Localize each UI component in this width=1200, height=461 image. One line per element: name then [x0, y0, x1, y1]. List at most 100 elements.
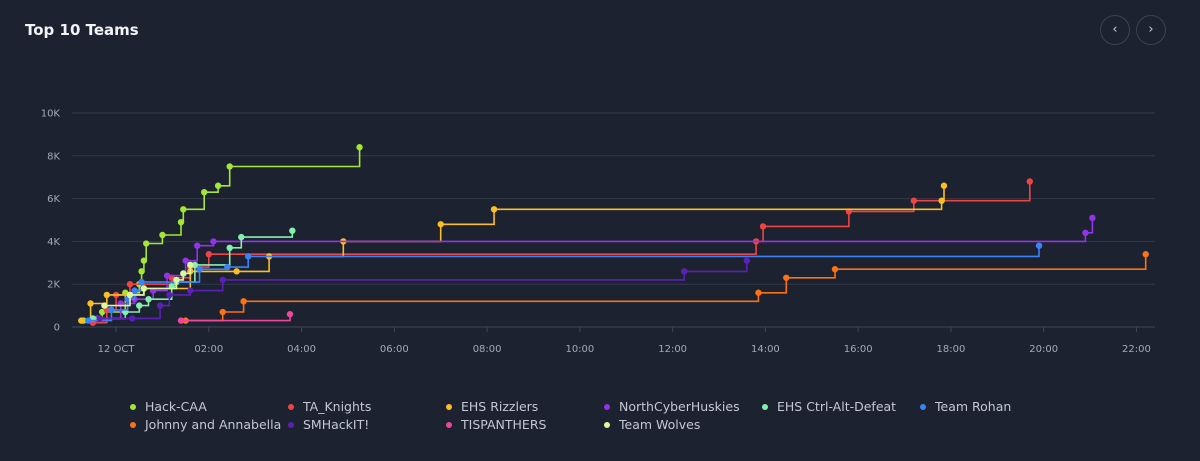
data-point[interactable]: [87, 300, 94, 307]
data-point[interactable]: [166, 291, 173, 299]
legend-label: Hack-CAA: [145, 399, 207, 414]
data-point[interactable]: [240, 298, 247, 305]
y-tick-label: 4K: [47, 237, 60, 248]
data-point[interactable]: [136, 302, 143, 309]
chevron-left-icon: ‹: [1112, 22, 1118, 37]
x-tick-label: 04:00: [287, 344, 316, 355]
grid-lines: [72, 112, 1155, 328]
panel-title: Top 10 Teams: [25, 21, 139, 39]
data-point[interactable]: [226, 244, 233, 252]
legend-item[interactable]: EHS Ctrl-Alt-Defeat: [762, 398, 920, 415]
data-point[interactable]: [219, 308, 226, 316]
data-point[interactable]: [159, 231, 166, 239]
x-tick-label: 18:00: [937, 344, 966, 355]
legend-swatch: [130, 421, 136, 428]
legend-item[interactable]: EHS Rizzlers: [446, 398, 604, 415]
data-point[interactable]: [219, 276, 226, 284]
data-point[interactable]: [187, 261, 194, 269]
data-point[interactable]: [177, 218, 185, 226]
series-ta-knights: [89, 178, 1033, 326]
data-point[interactable]: [196, 266, 203, 273]
data-point[interactable]: [1026, 178, 1033, 185]
data-point[interactable]: [490, 206, 498, 213]
data-point[interactable]: [194, 242, 201, 249]
series-line: [97, 217, 1094, 320]
legend-item[interactable]: TISPANTHERS: [446, 416, 604, 433]
legend-swatch: [920, 403, 926, 410]
legend-item[interactable]: Team Wolves: [604, 416, 762, 433]
data-point[interactable]: [96, 315, 104, 322]
data-point[interactable]: [173, 276, 180, 284]
x-tick-label: 12:00: [658, 344, 687, 355]
data-point[interactable]: [180, 206, 187, 213]
data-point[interactable]: [681, 268, 688, 275]
data-point[interactable]: [143, 240, 150, 247]
legend-label: SMHackIT!: [303, 417, 370, 432]
data-point[interactable]: [759, 223, 767, 230]
data-point[interactable]: [85, 317, 92, 324]
data-point[interactable]: [140, 285, 148, 292]
data-point[interactable]: [78, 317, 85, 324]
data-point[interactable]: [177, 317, 185, 324]
data-point[interactable]: [138, 268, 145, 275]
x-tick-label: 20:00: [1029, 344, 1058, 355]
data-point[interactable]: [138, 278, 145, 286]
series-hack-caa: [80, 144, 363, 324]
data-point[interactable]: [163, 272, 171, 279]
data-point[interactable]: [910, 197, 918, 204]
data-point[interactable]: [187, 287, 194, 294]
legend-item[interactable]: Team Rohan: [920, 398, 1078, 415]
data-point[interactable]: [224, 263, 231, 271]
legend-item[interactable]: TA_Knights: [288, 398, 446, 415]
previous-button[interactable]: ‹: [1100, 15, 1130, 45]
legend-item[interactable]: Johnny and Annabella: [130, 416, 288, 433]
data-point[interactable]: [1089, 214, 1096, 222]
next-button[interactable]: ›: [1136, 15, 1166, 45]
data-point[interactable]: [180, 270, 187, 277]
data-point[interactable]: [226, 163, 233, 170]
data-point[interactable]: [743, 257, 751, 264]
data-point[interactable]: [233, 268, 240, 275]
data-point[interactable]: [755, 289, 762, 296]
data-point[interactable]: [238, 233, 245, 241]
legend-item[interactable]: SMHackIT!: [288, 416, 446, 433]
legend-label: TA_Knights: [303, 399, 372, 414]
data-point[interactable]: [126, 281, 134, 288]
data-point[interactable]: [182, 257, 189, 264]
data-point[interactable]: [214, 182, 222, 189]
data-point[interactable]: [1082, 229, 1089, 237]
data-point[interactable]: [286, 310, 294, 318]
data-point[interactable]: [126, 291, 134, 299]
legend-swatch: [762, 403, 768, 410]
data-point[interactable]: [145, 295, 152, 303]
legend-label: Johnny and Annabella: [145, 417, 282, 432]
chevron-right-icon: ›: [1148, 22, 1154, 37]
data-point[interactable]: [1035, 242, 1043, 249]
data-point[interactable]: [831, 266, 839, 273]
data-point[interactable]: [191, 261, 199, 269]
data-point[interactable]: [1142, 251, 1149, 258]
legend-item[interactable]: Hack-CAA: [130, 398, 288, 415]
data-point[interactable]: [156, 302, 164, 309]
data-point[interactable]: [103, 291, 110, 299]
data-point[interactable]: [437, 221, 444, 228]
data-point[interactable]: [108, 306, 115, 314]
data-point[interactable]: [129, 315, 136, 322]
data-point[interactable]: [140, 257, 148, 264]
data-point[interactable]: [245, 253, 252, 260]
data-point[interactable]: [205, 251, 213, 258]
legend-item[interactable]: NorthCyberHuskies: [604, 398, 762, 415]
data-point[interactable]: [940, 182, 948, 189]
data-point[interactable]: [210, 238, 217, 245]
data-point[interactable]: [131, 287, 138, 294]
y-tick-label: 8K: [47, 151, 60, 162]
data-point[interactable]: [356, 144, 363, 151]
data-point[interactable]: [289, 227, 296, 234]
data-point[interactable]: [783, 274, 790, 281]
series-tispanthers: [177, 310, 294, 324]
data-point[interactable]: [200, 188, 208, 196]
legend-swatch: [288, 403, 294, 410]
data-point[interactable]: [938, 197, 945, 204]
data-point[interactable]: [101, 302, 108, 309]
x-tick-label: 14:00: [751, 344, 780, 355]
